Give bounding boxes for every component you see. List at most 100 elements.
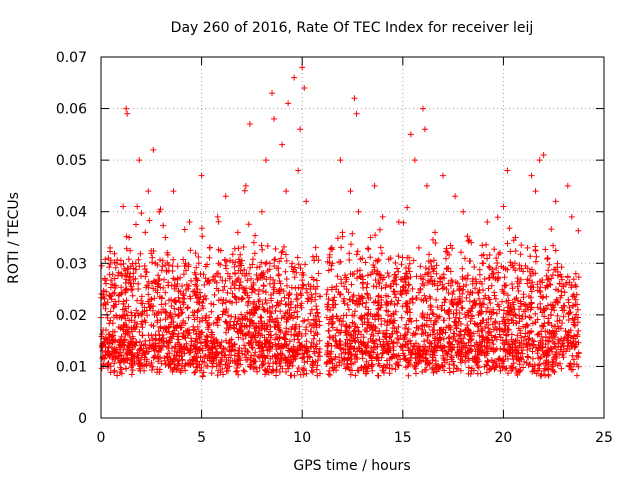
data-point	[325, 301, 332, 308]
data-point	[353, 110, 360, 117]
data-point	[464, 322, 471, 329]
data-point	[156, 208, 163, 215]
data-point	[391, 291, 398, 298]
data-point	[299, 64, 306, 71]
data-point	[333, 342, 340, 349]
data-point	[315, 353, 322, 360]
data-point	[548, 322, 555, 329]
data-point	[480, 260, 487, 267]
data-point	[500, 203, 507, 210]
data-point	[387, 255, 394, 262]
data-point	[572, 270, 579, 277]
data-point	[190, 327, 197, 334]
data-point	[568, 213, 575, 220]
data-point	[528, 172, 535, 179]
data-point	[421, 126, 428, 133]
data-point	[210, 301, 217, 308]
data-point	[337, 157, 344, 164]
data-point	[367, 234, 374, 241]
data-point	[230, 322, 237, 329]
data-point	[222, 193, 229, 200]
y-tick-label: 0.02	[56, 308, 87, 324]
data-point	[415, 244, 422, 251]
data-point	[448, 353, 455, 360]
data-point	[504, 167, 511, 174]
data-point	[186, 219, 193, 226]
data-point	[347, 188, 354, 195]
data-point	[102, 275, 109, 282]
data-point	[403, 270, 410, 277]
data-point	[248, 306, 255, 313]
data-points	[99, 64, 581, 365]
data-point	[444, 265, 451, 272]
x-axis-label: GPS time / hours	[293, 458, 410, 474]
data-point	[520, 291, 527, 298]
data-point	[440, 172, 447, 179]
y-tick-label: 0.01	[56, 359, 87, 375]
data-point	[329, 260, 336, 267]
data-point	[508, 317, 515, 324]
data-point	[532, 188, 539, 195]
data-point	[269, 90, 276, 97]
data-point	[206, 244, 213, 251]
data-point	[107, 244, 114, 251]
data-point	[138, 311, 145, 318]
data-point	[134, 203, 141, 210]
data-point	[516, 342, 523, 349]
data-point	[283, 188, 290, 195]
data-point	[544, 255, 551, 262]
data-point	[158, 301, 165, 308]
x-tick-label: 0	[97, 430, 106, 446]
x-tick-label: 15	[394, 430, 412, 446]
data-point	[124, 110, 131, 117]
data-point	[556, 280, 563, 287]
data-point	[560, 337, 567, 344]
data-point	[279, 141, 286, 148]
data-point	[166, 337, 173, 344]
data-point	[431, 229, 438, 236]
data-point	[118, 270, 125, 277]
data-point	[512, 234, 519, 241]
data-point	[242, 182, 249, 189]
data-point	[574, 306, 581, 313]
data-point	[123, 105, 130, 112]
y-tick-label: 0.04	[56, 205, 87, 221]
data-point	[307, 286, 314, 293]
data-point	[452, 193, 459, 200]
dense-scatter-cloud	[98, 187, 582, 380]
data-point	[371, 182, 378, 189]
data-point	[359, 280, 366, 287]
data-point	[150, 146, 157, 153]
data-point	[295, 167, 302, 174]
data-point	[419, 105, 426, 112]
data-point	[174, 280, 181, 287]
data-point	[536, 157, 543, 164]
data-point	[436, 337, 443, 344]
data-point	[339, 229, 346, 236]
x-tick-label: 10	[293, 430, 311, 446]
axis-ticks	[100, 56, 605, 419]
data-point	[343, 322, 350, 329]
data-point	[383, 327, 390, 334]
data-point	[355, 208, 362, 215]
data-point	[285, 100, 292, 107]
data-point	[262, 157, 269, 164]
data-point	[238, 347, 245, 354]
data-point	[488, 332, 495, 339]
data-point	[552, 198, 559, 205]
y-axis-label: ROTI / TECUs	[6, 192, 22, 284]
data-point	[145, 188, 152, 195]
y-tick-label: 0.03	[56, 256, 87, 272]
data-point	[178, 353, 185, 360]
data-point	[154, 353, 161, 360]
data-point	[275, 342, 282, 349]
x-tick-label: 25	[595, 430, 613, 446]
data-point	[218, 358, 225, 365]
data-point	[110, 332, 117, 339]
data-point	[291, 74, 298, 81]
data-point	[271, 115, 278, 122]
data-point	[407, 131, 414, 138]
data-point	[540, 151, 547, 158]
data-point	[142, 229, 149, 236]
